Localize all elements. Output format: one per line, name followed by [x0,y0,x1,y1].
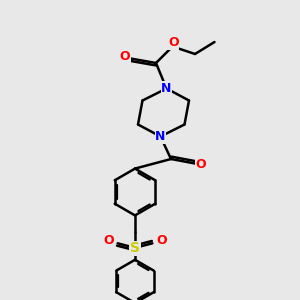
Text: O: O [168,36,179,50]
Text: O: O [103,233,114,247]
Text: O: O [156,233,167,247]
Text: N: N [161,82,172,95]
Text: S: S [130,242,140,255]
Text: O: O [196,158,206,172]
Text: O: O [120,50,130,64]
Text: N: N [155,130,166,143]
